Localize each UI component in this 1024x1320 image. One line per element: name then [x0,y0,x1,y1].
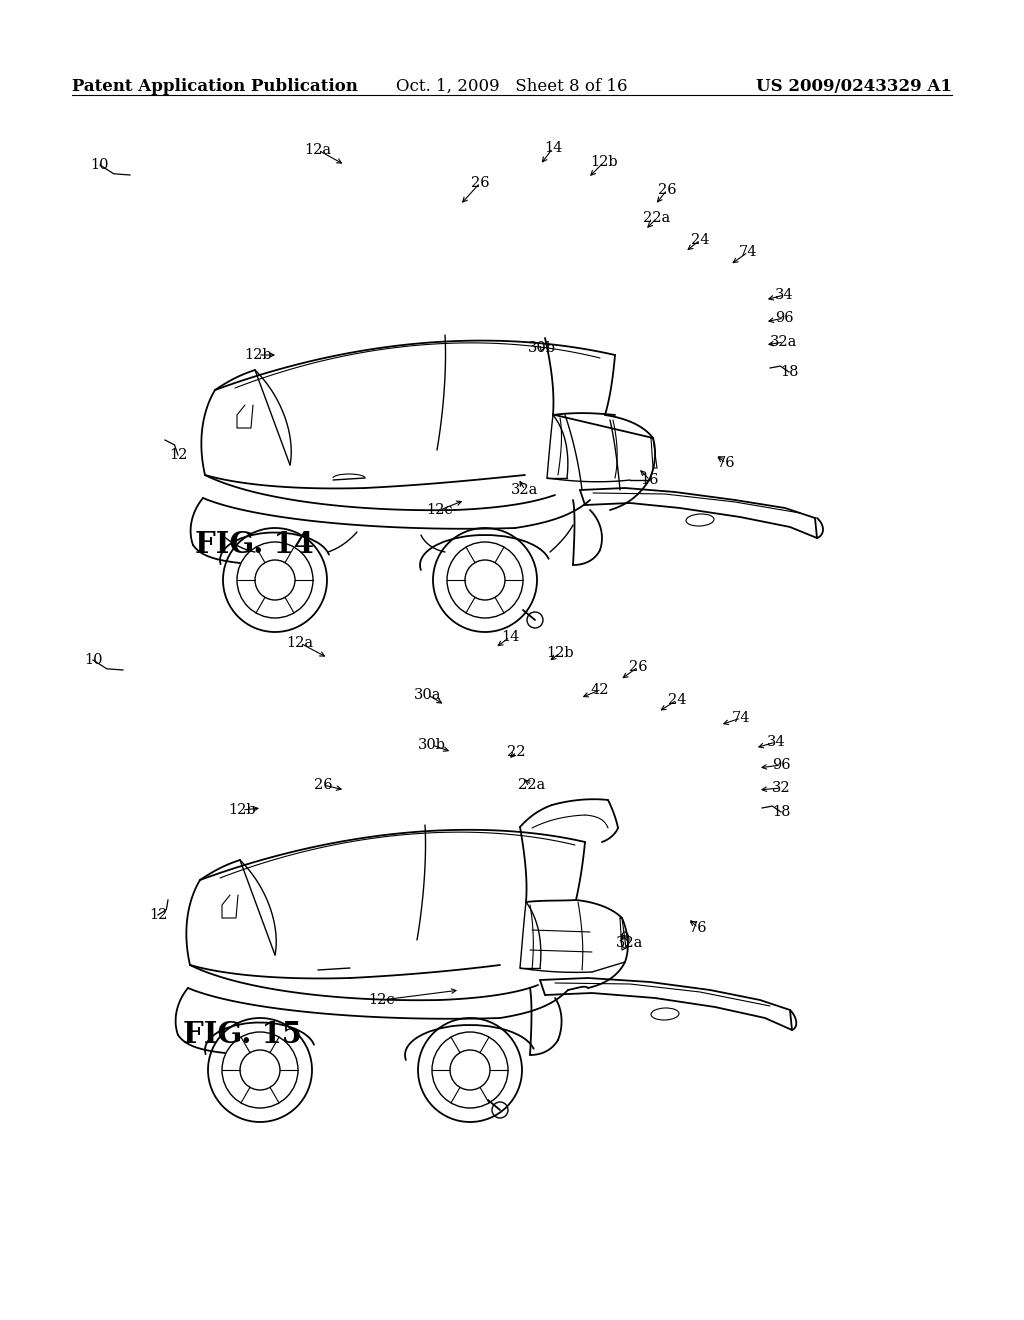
Text: 26: 26 [313,777,333,792]
Text: 12b: 12b [546,645,573,660]
Text: 14: 14 [544,141,562,154]
Text: 76: 76 [689,921,708,935]
Text: 22a: 22a [643,211,671,224]
Text: 32a: 32a [616,936,644,950]
Text: 22a: 22a [518,777,546,792]
Text: FIG. 14: FIG. 14 [195,531,314,558]
Text: 12: 12 [169,447,187,462]
Text: 12c: 12c [427,503,454,517]
Text: 22: 22 [507,744,525,759]
Text: 26: 26 [471,176,489,190]
Text: 24: 24 [691,234,710,247]
Text: 42: 42 [591,682,609,697]
Text: 34: 34 [775,288,794,302]
Text: 32a: 32a [511,483,539,498]
Text: 26: 26 [657,183,676,197]
Text: Oct. 1, 2009   Sheet 8 of 16: Oct. 1, 2009 Sheet 8 of 16 [396,78,628,95]
Text: Patent Application Publication: Patent Application Publication [72,78,357,95]
Text: 76: 76 [717,455,735,470]
Text: 74: 74 [732,711,751,725]
Text: 18: 18 [779,366,799,379]
Text: 18: 18 [772,805,791,818]
Text: 12c: 12c [369,993,395,1007]
Text: 30a: 30a [415,688,441,702]
Text: 30b: 30b [418,738,446,752]
Text: 12a: 12a [287,636,313,649]
Text: US 2009/0243329 A1: US 2009/0243329 A1 [756,78,952,95]
Text: 96: 96 [772,758,791,772]
Text: 30b: 30b [528,341,556,355]
Text: 32a: 32a [770,335,798,348]
Text: 32: 32 [772,781,791,795]
Text: 10: 10 [84,653,102,667]
Text: 12b: 12b [244,348,271,362]
Text: 74: 74 [738,246,758,259]
Text: 10: 10 [91,158,110,172]
Text: 12b: 12b [590,154,617,169]
Text: 12: 12 [148,908,167,921]
Text: 16: 16 [641,473,659,487]
Text: FIG. 15: FIG. 15 [183,1020,302,1049]
Text: 14: 14 [501,630,519,644]
Text: 26: 26 [629,660,647,675]
Text: 12b: 12b [228,803,256,817]
Text: 34: 34 [767,735,785,748]
Text: 24: 24 [668,693,686,708]
Text: 96: 96 [775,312,794,325]
Text: 12a: 12a [304,143,332,157]
